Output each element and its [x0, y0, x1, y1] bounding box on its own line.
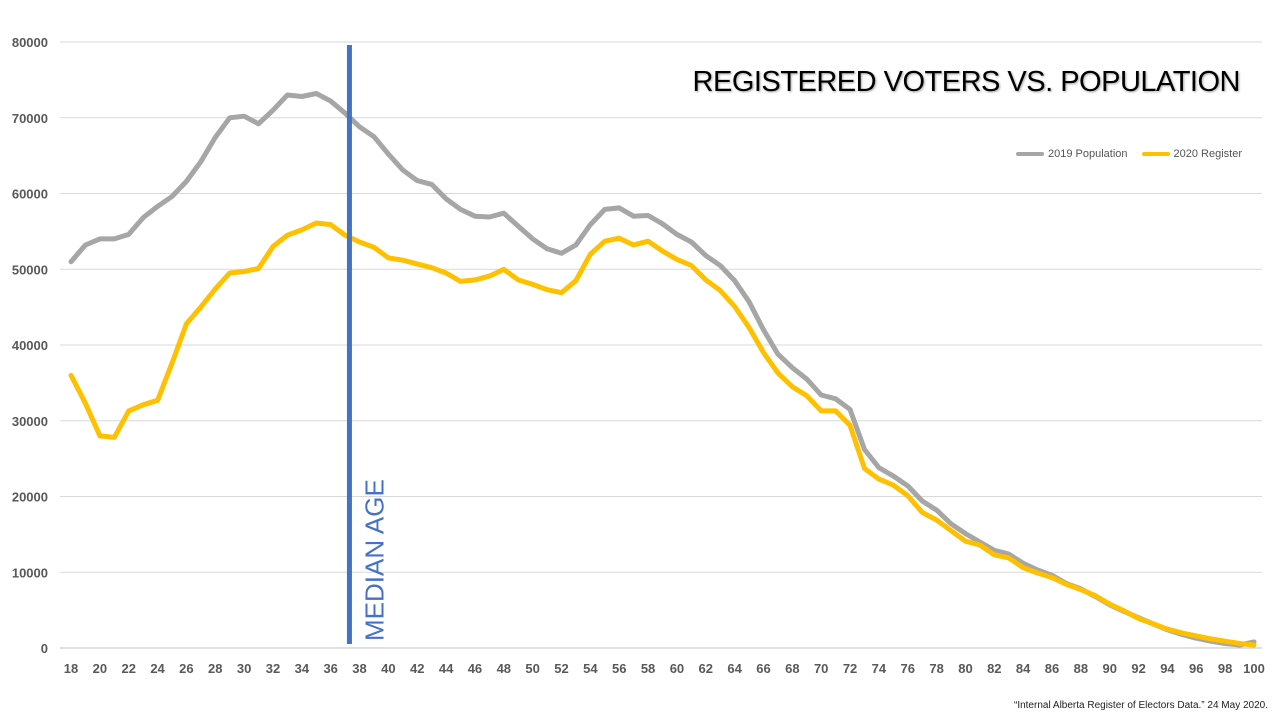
x-tick-label: 86 — [1045, 661, 1059, 676]
x-tick-label: 74 — [872, 661, 887, 676]
y-tick-label: 50000 — [12, 262, 48, 277]
x-tick-label: 32 — [266, 661, 280, 676]
x-tick-label: 78 — [929, 661, 943, 676]
x-tick-label: 56 — [612, 661, 626, 676]
x-tick-label: 52 — [554, 661, 568, 676]
series-line-population — [68, 91, 1257, 648]
x-tick-label: 58 — [641, 661, 655, 676]
legend-label-register: 2020 Register — [1173, 148, 1243, 160]
gridlines — [60, 41, 1262, 649]
legend: 2019 Population 2020 Register — [1015, 148, 1243, 160]
y-tick-label: 0 — [41, 641, 48, 656]
legend-item-population: 2019 Population — [1015, 148, 1128, 160]
x-tick-label: 100 — [1243, 661, 1265, 676]
x-tick-label: 46 — [468, 661, 482, 676]
legend-swatch-population — [1015, 152, 1044, 156]
x-tick-label: 80 — [958, 661, 972, 676]
x-tick-label: 70 — [814, 661, 828, 676]
x-tick-label: 92 — [1131, 661, 1145, 676]
series-lines — [68, 91, 1257, 648]
x-tick-label: 64 — [727, 661, 742, 676]
x-tick-label: 94 — [1160, 661, 1175, 676]
x-tick-label: 44 — [439, 661, 454, 676]
x-tick-label: 30 — [237, 661, 251, 676]
x-tick-label: 82 — [987, 661, 1001, 676]
x-tick-label: 34 — [295, 661, 310, 676]
x-tick-label: 22 — [121, 661, 135, 676]
x-axis-ticks: 18 20 22 24 26 28 30 32 34 36 38 40 42 44 46 48 50 52 54 56… — [64, 661, 1265, 676]
x-tick-label: 26 — [179, 661, 193, 676]
x-tick-label: 84 — [1016, 661, 1031, 676]
median-age-label: MEDIAN AGE — [359, 479, 389, 641]
x-tick-label: 18 — [64, 661, 78, 676]
y-tick-label: 20000 — [12, 490, 48, 505]
x-tick-label: 42 — [410, 661, 424, 676]
y-tick-label: 30000 — [12, 414, 48, 429]
median-age-annotation: MEDIAN AGE — [346, 45, 389, 644]
x-tick-label: 40 — [381, 661, 395, 676]
x-tick-label: 72 — [843, 661, 857, 676]
x-tick-label: 62 — [699, 661, 713, 676]
x-tick-label: 54 — [583, 661, 598, 676]
y-tick-label: 80000 — [12, 35, 48, 50]
source-citation: “Internal Alberta Register of Electors D… — [1013, 700, 1268, 711]
y-tick-label: 70000 — [12, 111, 48, 126]
x-tick-label: 96 — [1189, 661, 1203, 676]
y-axis-ticks: 0 10000 20000 30000 40000 50000 60000 70000 8000… — [12, 35, 48, 656]
x-tick-label: 88 — [1074, 661, 1088, 676]
x-tick-label: 90 — [1102, 661, 1116, 676]
chart-title: REGISTERED VOTERS VS. POPULATION — [692, 66, 1241, 98]
x-tick-label: 20 — [93, 661, 107, 676]
y-tick-label: 40000 — [12, 338, 48, 353]
x-tick-label: 98 — [1218, 661, 1232, 676]
x-tick-label: 36 — [323, 661, 337, 676]
x-tick-label: 48 — [497, 661, 511, 676]
legend-swatch-register — [1141, 152, 1170, 156]
x-tick-label: 66 — [756, 661, 770, 676]
x-tick-label: 38 — [352, 661, 366, 676]
x-tick-label: 76 — [901, 661, 915, 676]
x-tick-label: 24 — [150, 661, 165, 676]
legend-label-population: 2019 Population — [1047, 148, 1128, 160]
y-tick-label: 10000 — [12, 565, 48, 580]
legend-item-register: 2020 Register — [1141, 148, 1243, 160]
x-tick-label: 60 — [670, 661, 684, 676]
x-tick-label: 50 — [525, 661, 539, 676]
x-tick-label: 28 — [208, 661, 222, 676]
y-tick-label: 60000 — [12, 187, 48, 202]
series-line-register — [68, 220, 1257, 648]
x-tick-label: 68 — [785, 661, 799, 676]
